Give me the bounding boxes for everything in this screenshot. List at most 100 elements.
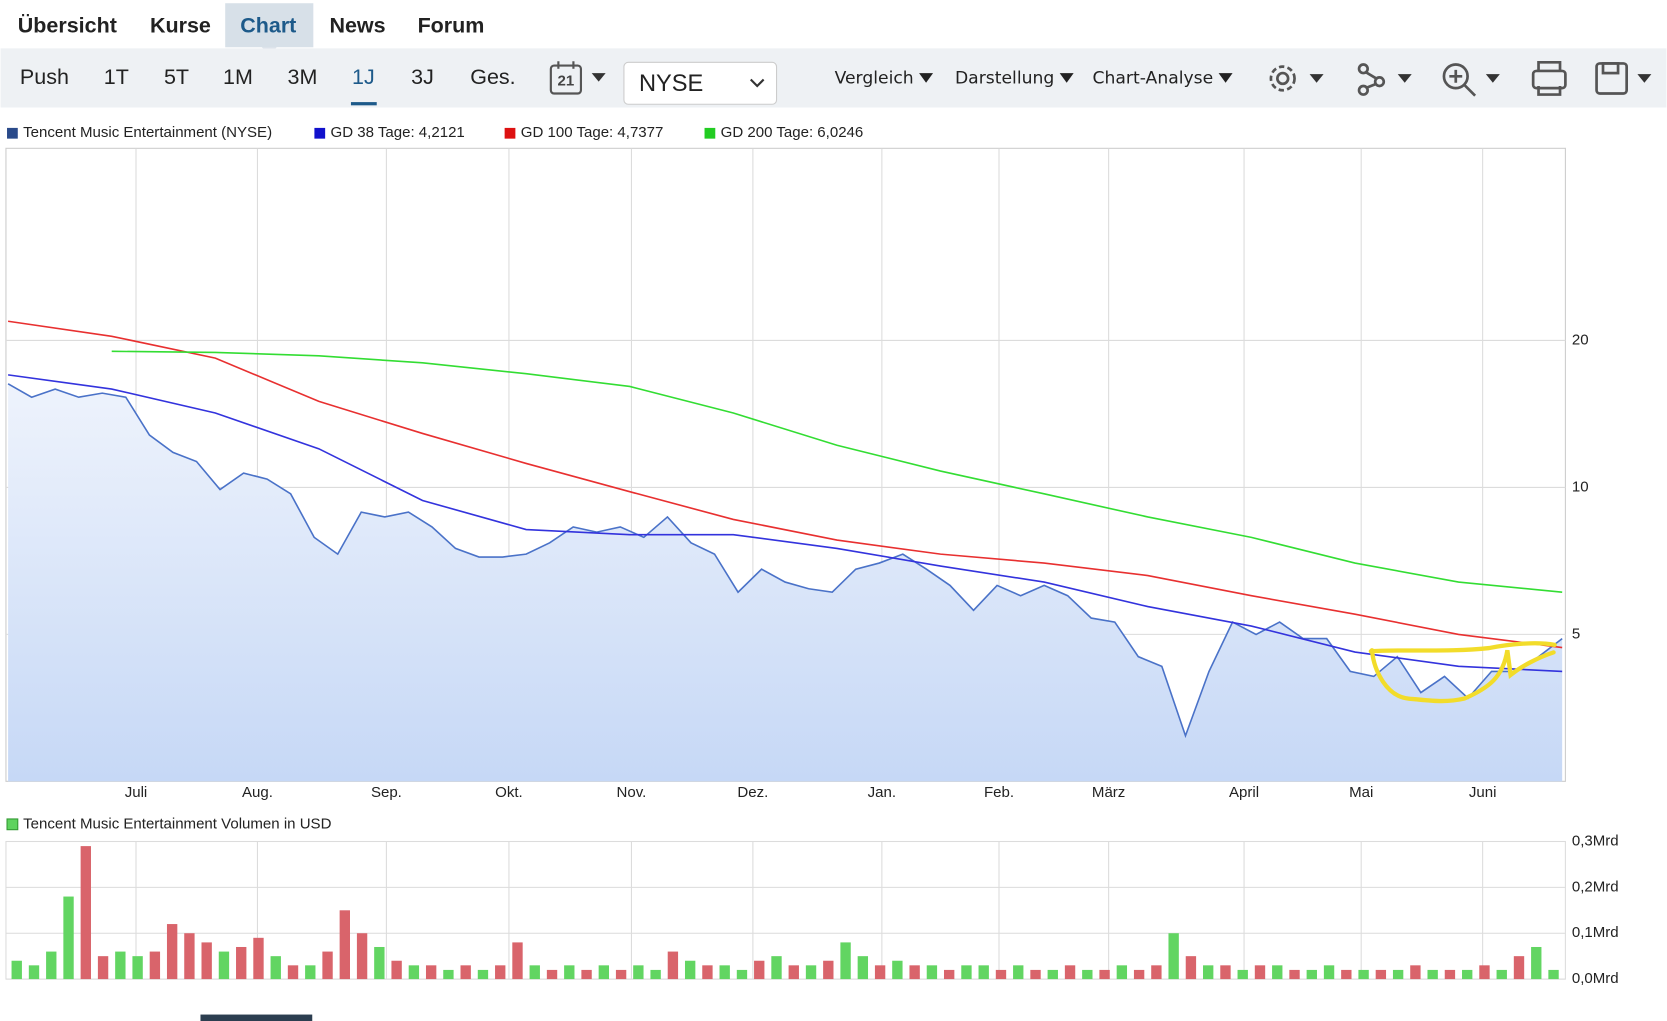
calendar-icon [549, 64, 583, 95]
volume-bar [943, 969, 955, 980]
menu[interactable]: Darstellung [955, 68, 1054, 88]
volume-bar [218, 951, 230, 980]
tab[interactable]: Forum [418, 14, 485, 38]
volume-bar [1462, 969, 1473, 980]
y-tick-label: 0,2Mrd [1572, 878, 1619, 895]
dropdown-arrow [919, 73, 934, 83]
y-tick-label: 10 [1572, 478, 1589, 495]
volume-bar [857, 956, 869, 980]
volume-bar [892, 960, 903, 980]
dropdown-arrow [1059, 73, 1074, 83]
volume-bar [1047, 969, 1058, 980]
volume-bar [201, 942, 212, 980]
range-button[interactable]: Push [20, 65, 69, 89]
print-button[interactable] [1531, 60, 1567, 96]
volume-bar [1220, 965, 1231, 980]
zoom-handle [1449, 69, 1477, 97]
volume-bar [1306, 969, 1317, 980]
legend-label: Tencent Music Entertainment (NYSE) [23, 124, 272, 141]
tab-active[interactable]: Chart [240, 14, 296, 38]
calendar-button[interactable]: 21 [549, 61, 606, 95]
volume-bar [615, 969, 627, 980]
volume-bar [1392, 969, 1404, 980]
volume-bar [909, 965, 920, 980]
price-chart: 5 10 20 Juli Aug. Sep. Okt. Nov. Dez. Jan. Feb. Mär… [5, 124, 1589, 801]
volume-bar [1116, 965, 1128, 980]
volume-bar [805, 965, 817, 980]
x-tick-label: März [1092, 784, 1125, 801]
volume-bar [28, 965, 40, 980]
volume-bar [374, 946, 385, 980]
tab[interactable]: News [329, 14, 385, 38]
legend-swatch [704, 127, 716, 139]
y-tick-label: 0,3Mrd [1572, 832, 1619, 849]
volume-bar [495, 965, 506, 980]
dropdown-arrow [1397, 74, 1412, 83]
volume-bar [978, 965, 989, 980]
range-button[interactable]: 1T [104, 65, 129, 89]
series-line [7, 374, 1563, 673]
range-button[interactable]: 1M [223, 65, 253, 89]
range-button-active[interactable]: 1J [352, 65, 375, 89]
tab[interactable]: Kurse [150, 14, 211, 38]
node-icon [1373, 76, 1386, 88]
range-button[interactable]: 5T [164, 65, 189, 89]
exchange-select[interactable]: NYSE [623, 61, 778, 105]
legend-label: Tencent Music Entertainment Volumen in U… [23, 815, 331, 832]
volume-bar [633, 965, 644, 980]
node-icon [1357, 63, 1369, 75]
select-chevron [749, 78, 765, 88]
volume-bar [1496, 969, 1507, 980]
x-tick-label: Juni [1469, 784, 1497, 801]
legend-swatch [504, 127, 516, 139]
x-tick-label: Feb. [984, 784, 1014, 801]
active-underline [350, 102, 377, 106]
dropdown-arrow [1218, 73, 1233, 83]
volume-bar [1099, 969, 1110, 980]
dropdown-arrow [1485, 74, 1500, 83]
x-tick-label: Juli [125, 784, 148, 801]
volume-bar [1133, 969, 1145, 980]
tools-button[interactable] [1357, 63, 1412, 96]
x-tick-label: Okt. [495, 784, 523, 801]
volume-bar [926, 965, 938, 980]
x-tick-label: Nov. [617, 784, 647, 801]
select-value: NYSE [639, 71, 703, 97]
volume-bar [149, 951, 161, 980]
menu[interactable]: Chart-Analyse [1093, 68, 1214, 88]
range-button[interactable]: Ges. [470, 65, 515, 89]
volume-bar [1323, 965, 1335, 980]
dropdown-arrow [1637, 74, 1652, 83]
tab[interactable]: Übersicht [18, 13, 117, 38]
volume-bar [771, 956, 782, 980]
volume-bar [1013, 965, 1024, 980]
y-tick-label: 0,0Mrd [1572, 970, 1619, 987]
menu[interactable]: Vergleich [835, 68, 914, 88]
volume-bar [1341, 969, 1352, 980]
volume-bar [46, 951, 57, 980]
y-tick-label: 0,1Mrd [1572, 924, 1619, 941]
dropdown-arrow [1309, 74, 1324, 83]
range-button[interactable]: 3M [288, 65, 318, 89]
volume-bar [253, 937, 264, 980]
volume-bar [1082, 969, 1093, 980]
x-tick-label: Aug. [242, 784, 273, 801]
volume-bar [1030, 969, 1041, 980]
volume-bar [1237, 969, 1248, 980]
printer-icon [1531, 69, 1567, 90]
volume-bar [184, 933, 195, 980]
legend-swatch [7, 127, 18, 139]
settings-button[interactable] [1269, 65, 1324, 92]
volume-bar [1185, 956, 1197, 980]
save-button[interactable] [1595, 62, 1652, 95]
volume-bar [823, 960, 834, 980]
zoom-button[interactable] [1442, 63, 1500, 97]
volume-bar [1289, 969, 1300, 980]
select-box [623, 61, 778, 105]
range-button[interactable]: 3J [411, 65, 434, 89]
save-shutter [1601, 62, 1620, 75]
volume-bar [1064, 965, 1076, 980]
volume-bar [425, 965, 437, 980]
volume-bar [788, 965, 799, 980]
active-tab-bg [225, 3, 314, 48]
